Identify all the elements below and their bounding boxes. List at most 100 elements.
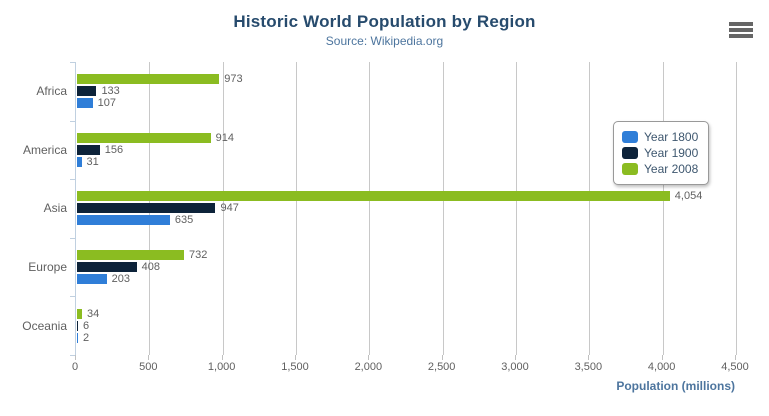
data-label: 635 — [174, 214, 194, 227]
bar-line: 732 — [77, 249, 735, 262]
x-axis-label: 500 — [139, 361, 158, 373]
bar-africa-year-1800[interactable] — [77, 98, 93, 109]
bar-europe-year-1800[interactable] — [77, 274, 107, 285]
x-axis-tick — [735, 355, 736, 360]
x-axis-tick — [441, 355, 443, 360]
gridline — [369, 62, 371, 355]
y-axis-tick — [70, 237, 75, 239]
x-axis-tick — [588, 355, 590, 360]
legend-label: Year 1900 — [644, 146, 699, 160]
y-axis-tick — [70, 355, 75, 356]
data-label: 2 — [83, 331, 90, 344]
legend-label: Year 1800 — [644, 130, 699, 144]
bar-line: 156 — [77, 143, 735, 156]
x-axis-label: 2,500 — [427, 361, 456, 373]
plot-area: 973 133 107 914 156 31 4,054 947 635 732 408 203 34 6… — [75, 62, 737, 355]
bar-oceania-year-1900[interactable] — [77, 320, 78, 331]
chart-title: Historic World Population by Region — [233, 12, 536, 31]
bar-oceania-year-2008[interactable] — [77, 308, 82, 319]
y-axis-tick — [70, 179, 75, 181]
x-axis-tick — [75, 355, 76, 360]
y-axis-label-africa: Africa — [36, 84, 67, 99]
bar-europe-year-2008[interactable] — [77, 250, 185, 261]
gridline — [662, 62, 664, 355]
x-axis-label: 0 — [71, 361, 79, 373]
x-axis-tick — [515, 355, 516, 360]
bar-oceania-year-1800[interactable] — [77, 332, 78, 343]
hamburger-icon — [729, 28, 753, 32]
bar-line: 973 — [77, 73, 735, 86]
gridline — [589, 62, 591, 355]
bar-america-year-1800[interactable] — [77, 156, 82, 167]
bar-group-europe: 732 408 203 — [77, 238, 735, 297]
data-label: 4,054 — [674, 190, 703, 203]
data-label: 6 — [83, 319, 90, 332]
data-label: 732 — [189, 249, 208, 262]
y-axis-label-asia: Asia — [43, 201, 67, 216]
bar-line: 6 — [77, 319, 735, 332]
bar-europe-year-1900[interactable] — [77, 262, 137, 273]
legend-item-year-1800[interactable]: Year 1800 — [622, 130, 698, 144]
gridline — [736, 62, 737, 355]
legend-item-year-1900[interactable]: Year 1900 — [622, 146, 698, 160]
bar-line: 107 — [77, 97, 735, 110]
data-label: 203 — [111, 273, 131, 286]
bar-line: 635 — [77, 214, 735, 227]
x-axis-label: 4,500 — [721, 361, 749, 373]
bar-asia-year-1900[interactable] — [77, 203, 216, 214]
bar-america-year-2008[interactable] — [77, 132, 211, 143]
bar-line: 203 — [77, 273, 735, 286]
data-label: 156 — [104, 143, 124, 156]
chart-subtitle: Source: Wikipedia.org — [325, 34, 444, 48]
legend-item-year-2008[interactable]: Year 2008 — [622, 162, 698, 176]
bar-line: 31 — [77, 156, 735, 168]
bar-asia-year-1800[interactable] — [77, 215, 170, 226]
x-axis-label: 3,000 — [501, 361, 529, 373]
export-menu-button[interactable] — [729, 22, 753, 38]
data-label: 973 — [224, 73, 243, 86]
bar-group-oceania: 34 6 2 — [77, 296, 735, 355]
gridline — [516, 62, 517, 355]
x-axis-tick — [368, 355, 370, 360]
hamburger-icon — [729, 22, 753, 26]
bar-line: 34 — [77, 307, 735, 320]
y-axis-label-oceania: Oceania — [22, 318, 67, 333]
x-axis-tick — [661, 355, 663, 360]
bar-group-africa: 973 133 107 — [77, 62, 735, 121]
bar-line: 2 — [77, 331, 735, 344]
x-axis-tick — [221, 355, 223, 360]
legend-label: Year 2008 — [644, 162, 699, 176]
y-axis-tick — [70, 296, 75, 298]
legend-symbol-icon — [622, 131, 638, 143]
bar-group-asia: 4,054 947 635 — [77, 179, 735, 238]
gridline — [296, 62, 297, 355]
legend: Year 1800 Year 1900 Year 2008 — [613, 121, 710, 185]
x-axis-title: Population (millions) — [616, 379, 735, 393]
gridline — [442, 62, 444, 355]
bar-africa-year-1900[interactable] — [77, 86, 97, 97]
bar-line: 914 — [77, 132, 735, 144]
y-axis-label-america: America — [22, 142, 67, 157]
data-label: 107 — [97, 97, 116, 110]
x-axis-tick — [295, 355, 296, 360]
x-axis-label: 1,000 — [207, 361, 236, 373]
y-axis-tick — [70, 62, 75, 63]
hamburger-icon — [729, 34, 753, 38]
x-axis-label: 2,000 — [354, 361, 383, 373]
legend-symbol-icon — [622, 163, 638, 175]
x-axis-label: 4,000 — [647, 361, 676, 373]
legend-symbol-icon — [622, 147, 638, 159]
bar-line: 4,054 — [77, 190, 735, 203]
data-label: 408 — [141, 261, 161, 274]
y-axis-label-europe: Europe — [28, 260, 67, 275]
x-axis-label: 1,500 — [281, 361, 309, 373]
bar-line: 408 — [77, 261, 735, 274]
bar-africa-year-2008[interactable] — [77, 74, 220, 85]
data-label: 34 — [86, 307, 100, 320]
bar-line: 947 — [77, 202, 735, 214]
bar-america-year-1900[interactable] — [77, 144, 100, 155]
bar-line: 133 — [77, 85, 735, 98]
bar-asia-year-2008[interactable] — [77, 191, 670, 202]
x-axis-label: 3,500 — [574, 361, 603, 373]
data-label: 133 — [101, 85, 120, 98]
